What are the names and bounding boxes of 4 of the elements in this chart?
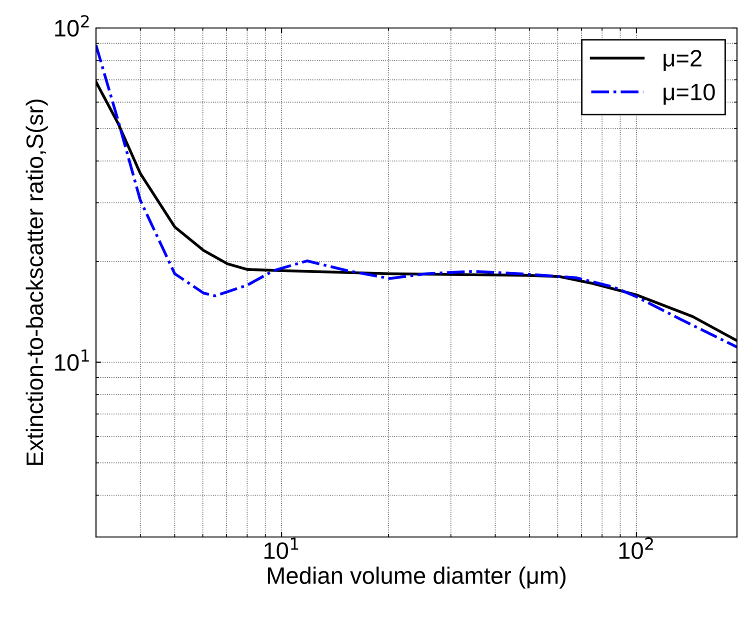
legend-label: μ=2 [664, 50, 702, 71]
y-axis-title: Extinction-to-backscatter ratio,S(sr) [26, 100, 48, 465]
legend-label: μ=10 [664, 84, 715, 105]
x-axis-title: Median volume diamter (μm) [268, 566, 566, 589]
